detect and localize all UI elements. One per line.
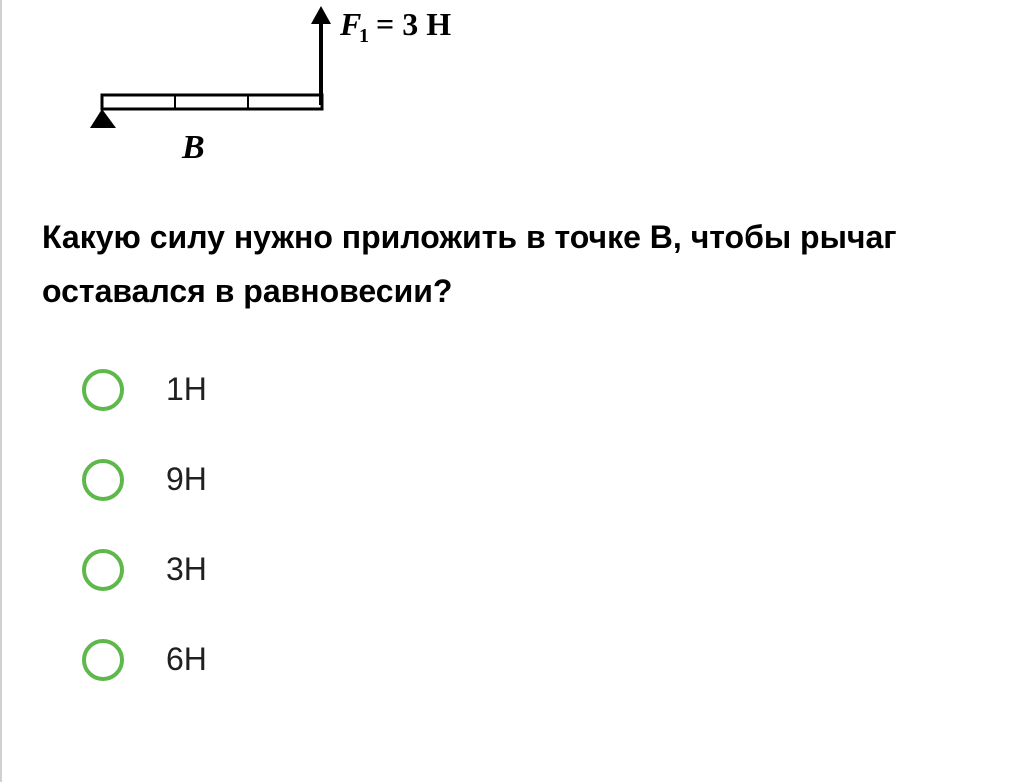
radio-icon[interactable] [82,459,124,501]
answer-options: 1Н 9Н 3Н 6Н [82,369,1030,681]
radio-icon[interactable] [82,639,124,681]
force-arrow-head [311,6,331,24]
option-3[interactable]: 3Н [82,549,1030,591]
option-label: 3Н [166,551,207,588]
option-2[interactable]: 9Н [82,459,1030,501]
force-label-val: = 3 Н [376,6,451,42]
lever-svg: F 1 = 3 Н B [82,0,462,170]
option-label: 6Н [166,641,207,678]
force-label-f: F [339,6,361,42]
question-text: Какую силу нужно приложить в точке В, чт… [42,210,1030,319]
radio-icon[interactable] [82,369,124,411]
option-1[interactable]: 1Н [82,369,1030,411]
physics-diagram: F 1 = 3 Н B [82,0,462,170]
radio-icon[interactable] [82,549,124,591]
option-label: 9Н [166,461,207,498]
beam [102,95,322,109]
question-line-1: Какую силу нужно приложить в точке В, чт… [42,219,897,255]
force-label-sub: 1 [359,25,369,47]
support-triangle [90,109,116,128]
question-line-2: оставался в равновесии? [42,273,452,309]
option-4[interactable]: 6Н [82,639,1030,681]
point-b-label: B [181,129,205,166]
option-label: 1Н [166,371,207,408]
